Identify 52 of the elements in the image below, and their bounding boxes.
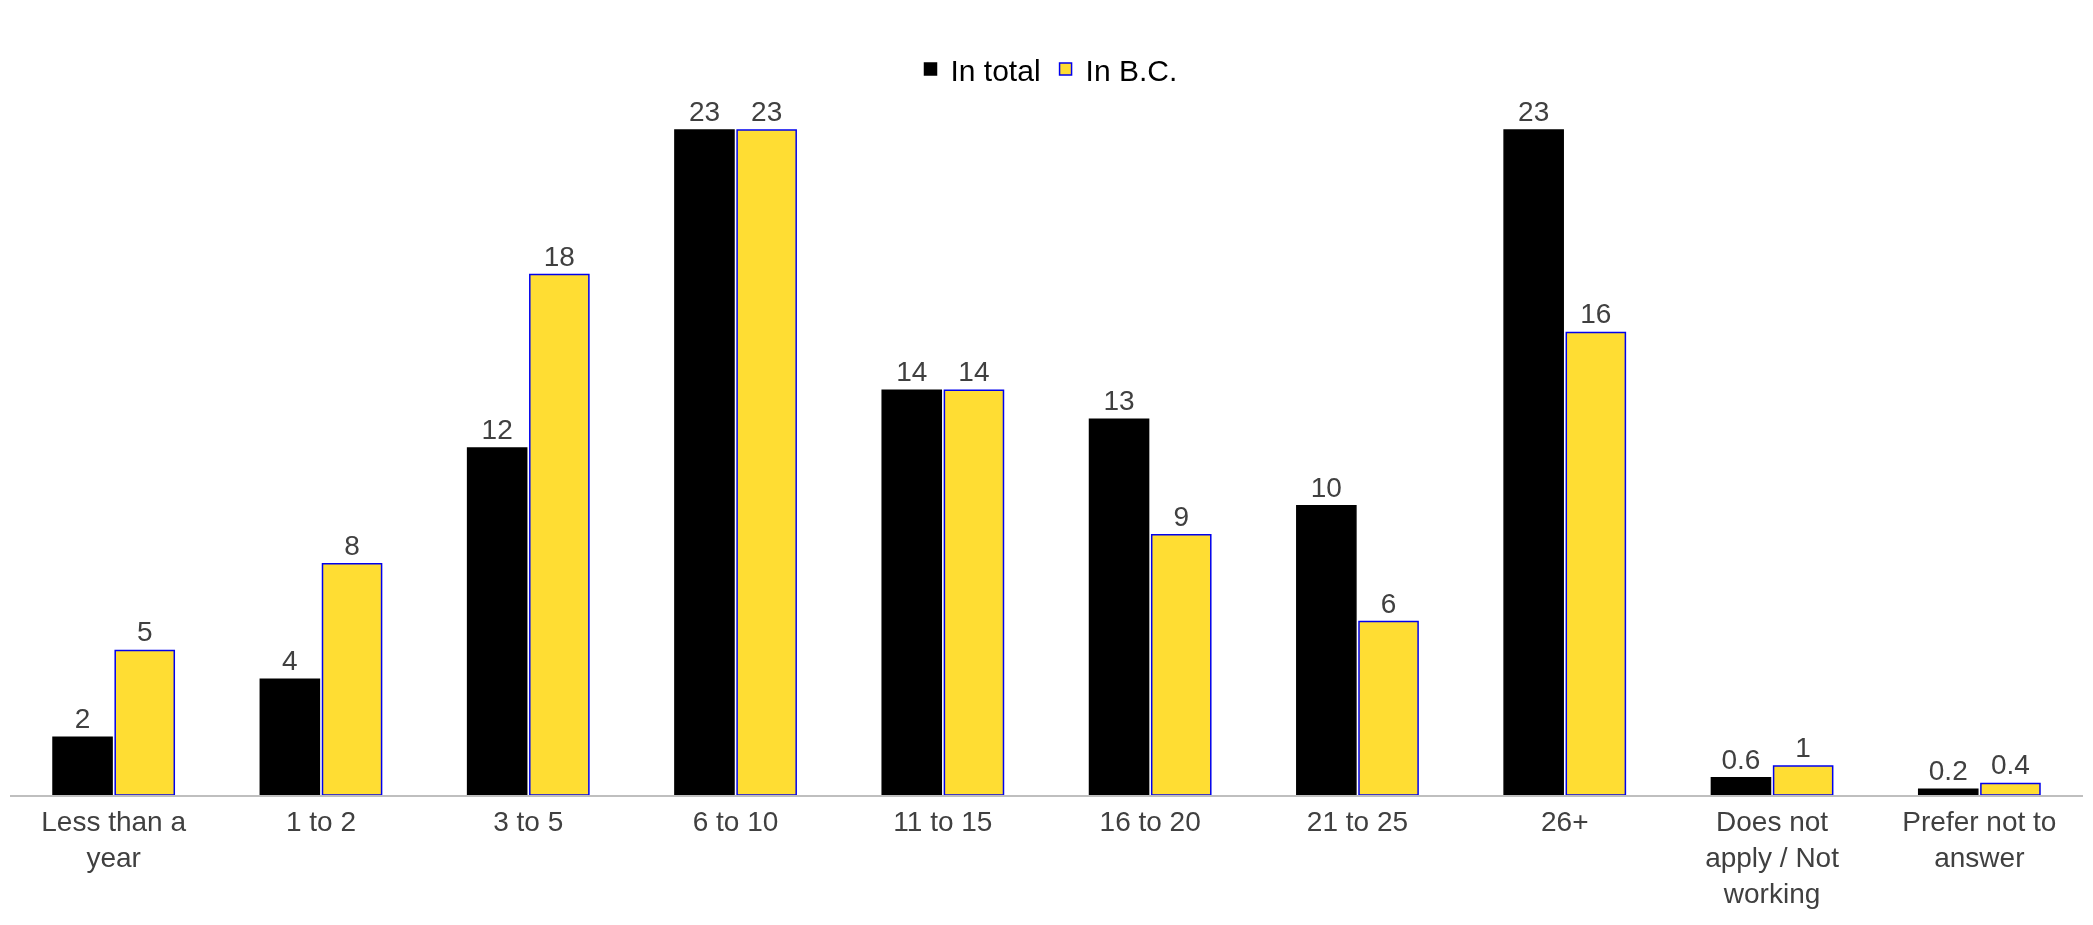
x-tick-label: 21 to 25: [1306, 805, 1409, 837]
data-label: 5: [136, 616, 153, 648]
bar: [1980, 782, 2041, 795]
x-tick-label: Does not apply / Not working: [1705, 805, 1840, 910]
data-label: 18: [543, 240, 575, 272]
x-tick-label: 3 to 5: [493, 805, 564, 837]
data-label: 0.2: [1928, 755, 1968, 787]
data-label: 1: [1795, 732, 1811, 764]
data-label: 23: [688, 96, 721, 127]
bar: [736, 129, 797, 795]
bar: [114, 649, 176, 795]
x-tick-label: 11 to 15: [893, 805, 993, 837]
data-label: 16: [1580, 298, 1612, 330]
data-label: 12: [481, 414, 513, 446]
bar: [466, 447, 528, 795]
bar: [1772, 765, 1834, 795]
data-label: 4: [282, 645, 298, 677]
x-tick-label: Prefer not to answer: [1902, 805, 2057, 873]
x-tick-label: 6 to 10: [692, 805, 779, 837]
bar: [1503, 129, 1564, 795]
data-label: 8: [344, 529, 360, 561]
data-label: 6: [1380, 587, 1397, 619]
bar: [1088, 418, 1150, 795]
bar: [1150, 534, 1212, 795]
data-label: 13: [1103, 385, 1135, 417]
data-label: 0.4: [1990, 749, 2030, 781]
data-label: 10: [1310, 471, 1342, 503]
bar: [1917, 788, 1979, 795]
bar: [1296, 505, 1357, 795]
data-label: 0.6: [1721, 743, 1761, 775]
bar: [881, 389, 943, 795]
bar: [674, 129, 735, 795]
bar: [529, 273, 590, 795]
legend-label: In B.C.: [1085, 53, 1178, 87]
bar: [259, 678, 321, 795]
bar: [52, 736, 113, 795]
x-tick-label: 16 to 20: [1099, 805, 1201, 837]
data-label: 2: [74, 703, 91, 735]
data-label: 9: [1173, 500, 1190, 532]
bar: [1565, 331, 1627, 795]
data-label: 23: [751, 96, 783, 127]
bar: [1710, 776, 1772, 795]
x-tick-label: 26+: [1541, 805, 1589, 837]
data-label: 14: [958, 356, 990, 388]
data-label: 14: [896, 356, 928, 388]
data-label: 23: [1518, 96, 1550, 127]
legend-label: In total: [950, 53, 1041, 87]
x-tick-label: 1 to 2: [285, 805, 356, 837]
bar: [1358, 620, 1419, 795]
bar: [321, 562, 383, 795]
bar: [943, 389, 1005, 795]
x-tick-label: Less than a year: [41, 805, 187, 873]
